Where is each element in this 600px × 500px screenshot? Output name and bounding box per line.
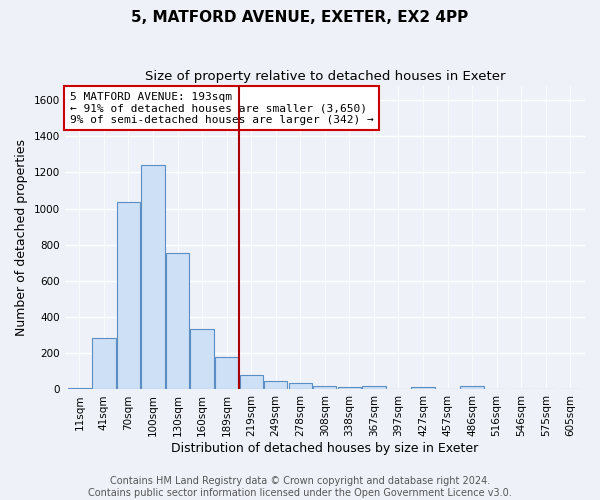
Bar	[92, 338, 116, 390]
Bar	[313, 386, 337, 390]
Bar	[215, 357, 238, 390]
Bar	[190, 329, 214, 390]
X-axis label: Distribution of detached houses by size in Exeter: Distribution of detached houses by size …	[171, 442, 478, 455]
Bar	[68, 388, 91, 390]
Text: Contains HM Land Registry data © Crown copyright and database right 2024.
Contai: Contains HM Land Registry data © Crown c…	[88, 476, 512, 498]
Bar	[239, 375, 263, 390]
Y-axis label: Number of detached properties: Number of detached properties	[15, 139, 28, 336]
Bar	[117, 202, 140, 390]
Title: Size of property relative to detached houses in Exeter: Size of property relative to detached ho…	[145, 70, 505, 83]
Bar	[166, 253, 189, 390]
Bar	[142, 165, 164, 390]
Bar	[412, 386, 434, 390]
Text: 5 MATFORD AVENUE: 193sqm
← 91% of detached houses are smaller (3,650)
9% of semi: 5 MATFORD AVENUE: 193sqm ← 91% of detach…	[70, 92, 374, 125]
Text: 5, MATFORD AVENUE, EXETER, EX2 4PP: 5, MATFORD AVENUE, EXETER, EX2 4PP	[131, 10, 469, 25]
Bar	[362, 386, 386, 390]
Bar	[338, 386, 361, 390]
Bar	[289, 382, 312, 390]
Bar	[264, 382, 287, 390]
Bar	[460, 386, 484, 390]
